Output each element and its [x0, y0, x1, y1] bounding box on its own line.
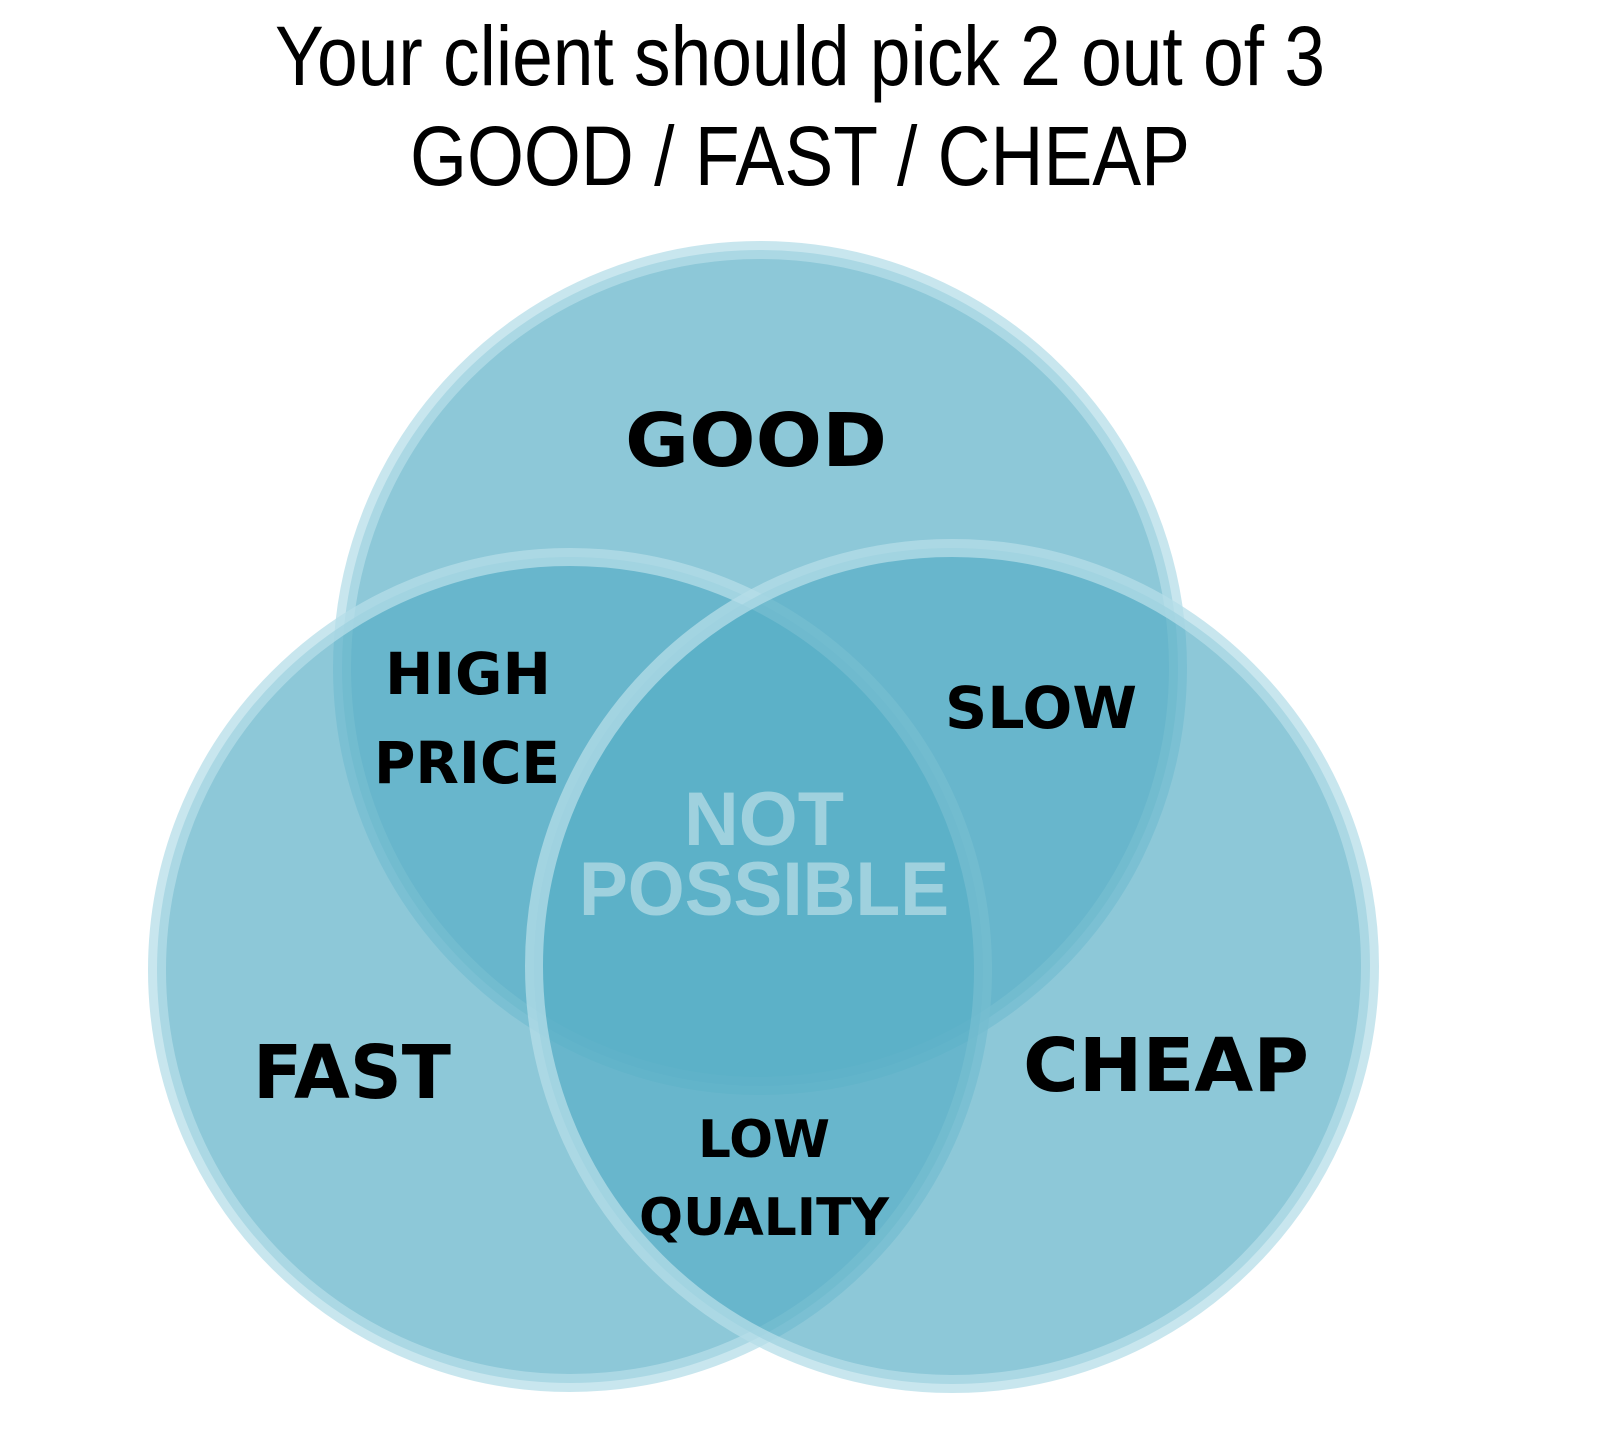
label-good: GOOD	[625, 398, 887, 484]
circle-cheap	[525, 539, 1379, 1393]
title-line-2: GOOD / FAST / CHEAP	[410, 109, 1190, 203]
label-price: PRICE	[374, 729, 560, 797]
venn-circles	[148, 241, 1379, 1393]
label-cheap: CHEAP	[1023, 1023, 1309, 1109]
label-possible: POSSIBLE	[579, 847, 949, 932]
label-low: LOW	[698, 1110, 830, 1170]
label-high: HIGH	[385, 640, 551, 708]
label-quality: QUALITY	[639, 1188, 890, 1248]
label-slow: SLOW	[945, 674, 1137, 742]
label-fast: FAST	[253, 1030, 452, 1116]
label-not: NOT	[684, 777, 844, 862]
title-line-1: Your client should pick 2 out of 3	[275, 9, 1325, 103]
